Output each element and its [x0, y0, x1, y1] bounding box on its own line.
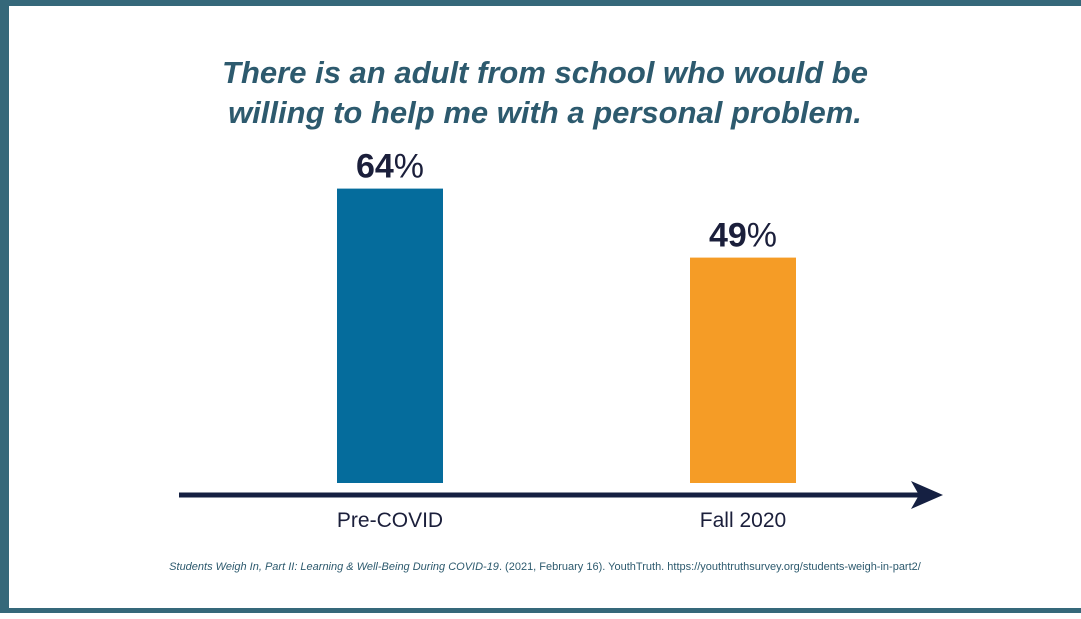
bar-pre-covid: [337, 188, 443, 483]
data-label-unit: %: [747, 217, 777, 255]
x-axis-arrowhead: [911, 481, 943, 509]
bar-fall-2020: [690, 257, 796, 483]
category-label-1: Pre-COVID: [337, 509, 443, 532]
citation-details: . (2021, February 16). YouthTruth. https…: [498, 561, 921, 573]
data-label-value: 64: [356, 148, 394, 186]
category-label-2: Fall 2020: [700, 509, 786, 532]
citation: Students Weigh In, Part II: Learning & W…: [9, 561, 1081, 573]
data-label-value: 49: [709, 217, 747, 255]
data-label-unit: %: [394, 148, 424, 186]
chart-title: There is an adult from school who would …: [9, 53, 1081, 133]
chart-title-line-2: willing to help me with a personal probl…: [228, 95, 862, 130]
data-label-2: 49%: [709, 217, 777, 255]
chart-title-line-1: There is an adult from school who would …: [222, 55, 868, 90]
citation-title: Students Weigh In, Part II: Learning & W…: [169, 561, 499, 573]
bar-chart: 64% Pre-COVID 49% Fall 2020: [179, 148, 943, 532]
data-label-1: 64%: [356, 148, 424, 186]
